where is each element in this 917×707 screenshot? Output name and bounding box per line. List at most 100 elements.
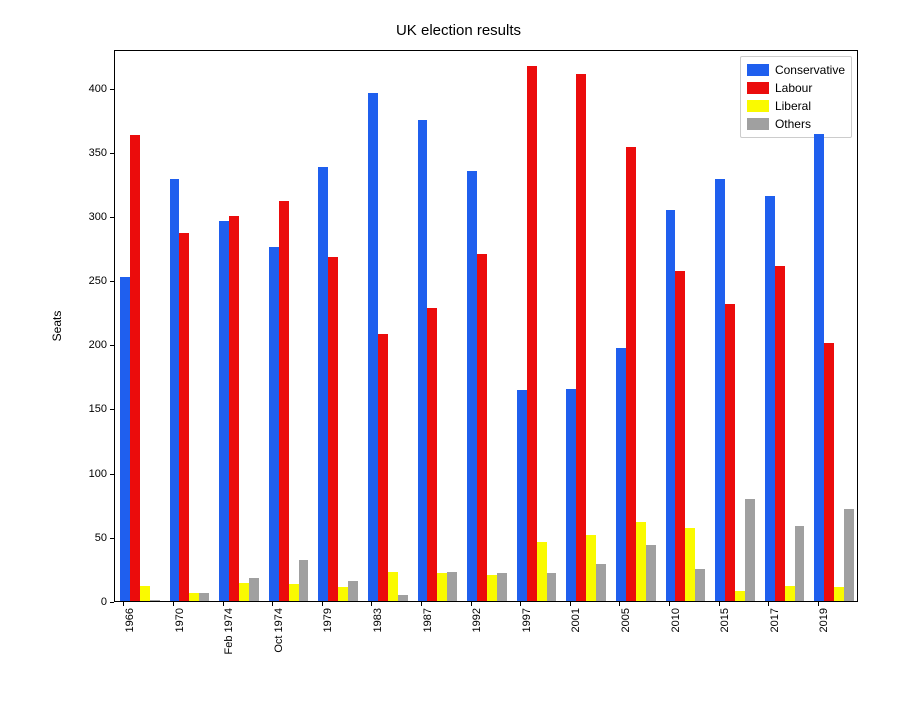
x-tick-label: Oct 1974: [273, 608, 285, 653]
bar: [814, 134, 824, 601]
bar: [586, 535, 596, 602]
bar: [130, 135, 140, 601]
x-tick-label: 1983: [372, 608, 384, 632]
y-tick-mark: [110, 217, 114, 218]
bar: [467, 171, 477, 601]
bar: [269, 247, 279, 601]
bar: [824, 343, 834, 601]
y-tick-label: 50: [67, 532, 107, 544]
x-tick-mark: [421, 602, 422, 606]
legend-label: Conservative: [775, 63, 845, 77]
x-tick-mark: [768, 602, 769, 606]
bar: [170, 179, 180, 601]
bar: [199, 593, 209, 601]
bar: [497, 573, 507, 601]
bar: [487, 575, 497, 601]
bar: [318, 167, 328, 601]
bar: [289, 584, 299, 601]
bar: [666, 210, 676, 601]
x-tick-mark: [719, 602, 720, 606]
x-tick-label: 1979: [322, 608, 334, 632]
bar: [388, 572, 398, 601]
x-tick-label: 2005: [620, 608, 632, 632]
x-tick-mark: [371, 602, 372, 606]
y-tick-label: 300: [67, 211, 107, 223]
legend-swatch: [747, 100, 769, 112]
y-tick-label: 100: [67, 468, 107, 480]
y-tick-label: 200: [67, 339, 107, 351]
y-tick-mark: [110, 345, 114, 346]
x-tick-label: 1970: [174, 608, 186, 632]
bar: [834, 587, 844, 601]
y-tick-mark: [110, 281, 114, 282]
x-tick-label: 1992: [471, 608, 483, 632]
bar: [239, 583, 249, 601]
bar: [527, 66, 537, 601]
legend-label: Liberal: [775, 99, 811, 113]
bar: [398, 595, 408, 601]
bar: [427, 308, 437, 601]
bar: [547, 573, 557, 601]
legend: Conservative Labour Liberal Others: [740, 56, 852, 138]
y-tick-label: 400: [67, 83, 107, 95]
legend-item: Others: [747, 115, 845, 133]
bar: [249, 578, 259, 601]
bar: [338, 587, 348, 601]
bar: [328, 257, 338, 601]
bar: [120, 277, 130, 601]
bar: [795, 526, 805, 601]
bar: [576, 74, 586, 601]
y-tick-label: 350: [67, 147, 107, 159]
x-tick-mark: [818, 602, 819, 606]
x-tick-label: 1966: [124, 608, 136, 632]
bar: [745, 499, 755, 601]
y-tick-label: 250: [67, 275, 107, 287]
bar: [596, 564, 606, 601]
legend-swatch: [747, 118, 769, 130]
bar: [715, 179, 725, 601]
y-axis-label: Seats: [50, 311, 64, 342]
x-tick-label: 2010: [670, 608, 682, 632]
x-tick-mark: [272, 602, 273, 606]
x-tick-mark: [322, 602, 323, 606]
x-tick-mark: [669, 602, 670, 606]
y-tick-label: 150: [67, 403, 107, 415]
bar: [616, 348, 626, 601]
bar: [785, 586, 795, 601]
bar: [636, 522, 646, 601]
x-tick-label: Feb 1974: [223, 608, 235, 654]
plot-area: Conservative Labour Liberal Others: [114, 50, 858, 602]
y-tick-mark: [110, 602, 114, 603]
legend-swatch: [747, 64, 769, 76]
bar: [477, 254, 487, 601]
y-tick-mark: [110, 89, 114, 90]
bar: [695, 569, 705, 601]
x-tick-mark: [123, 602, 124, 606]
y-tick-mark: [110, 474, 114, 475]
bar: [378, 334, 388, 601]
bar: [646, 545, 656, 601]
x-tick-label: 2001: [570, 608, 582, 632]
bar: [299, 560, 309, 601]
legend-label: Labour: [775, 81, 812, 95]
bar: [765, 196, 775, 601]
x-tick-label: 2017: [769, 608, 781, 632]
legend-swatch: [747, 82, 769, 94]
bar: [517, 390, 527, 601]
legend-item: Conservative: [747, 61, 845, 79]
bar: [447, 572, 457, 601]
x-tick-mark: [223, 602, 224, 606]
bar: [566, 389, 576, 601]
bar: [279, 201, 289, 601]
legend-item: Labour: [747, 79, 845, 97]
bar: [219, 221, 229, 601]
bar: [179, 233, 189, 601]
bar: [140, 586, 150, 601]
y-tick-mark: [110, 538, 114, 539]
bar: [537, 542, 547, 601]
y-tick-label: 0: [67, 596, 107, 608]
legend-label: Others: [775, 117, 811, 131]
x-tick-label: 2015: [719, 608, 731, 632]
bar: [368, 93, 378, 601]
bar: [725, 304, 735, 601]
